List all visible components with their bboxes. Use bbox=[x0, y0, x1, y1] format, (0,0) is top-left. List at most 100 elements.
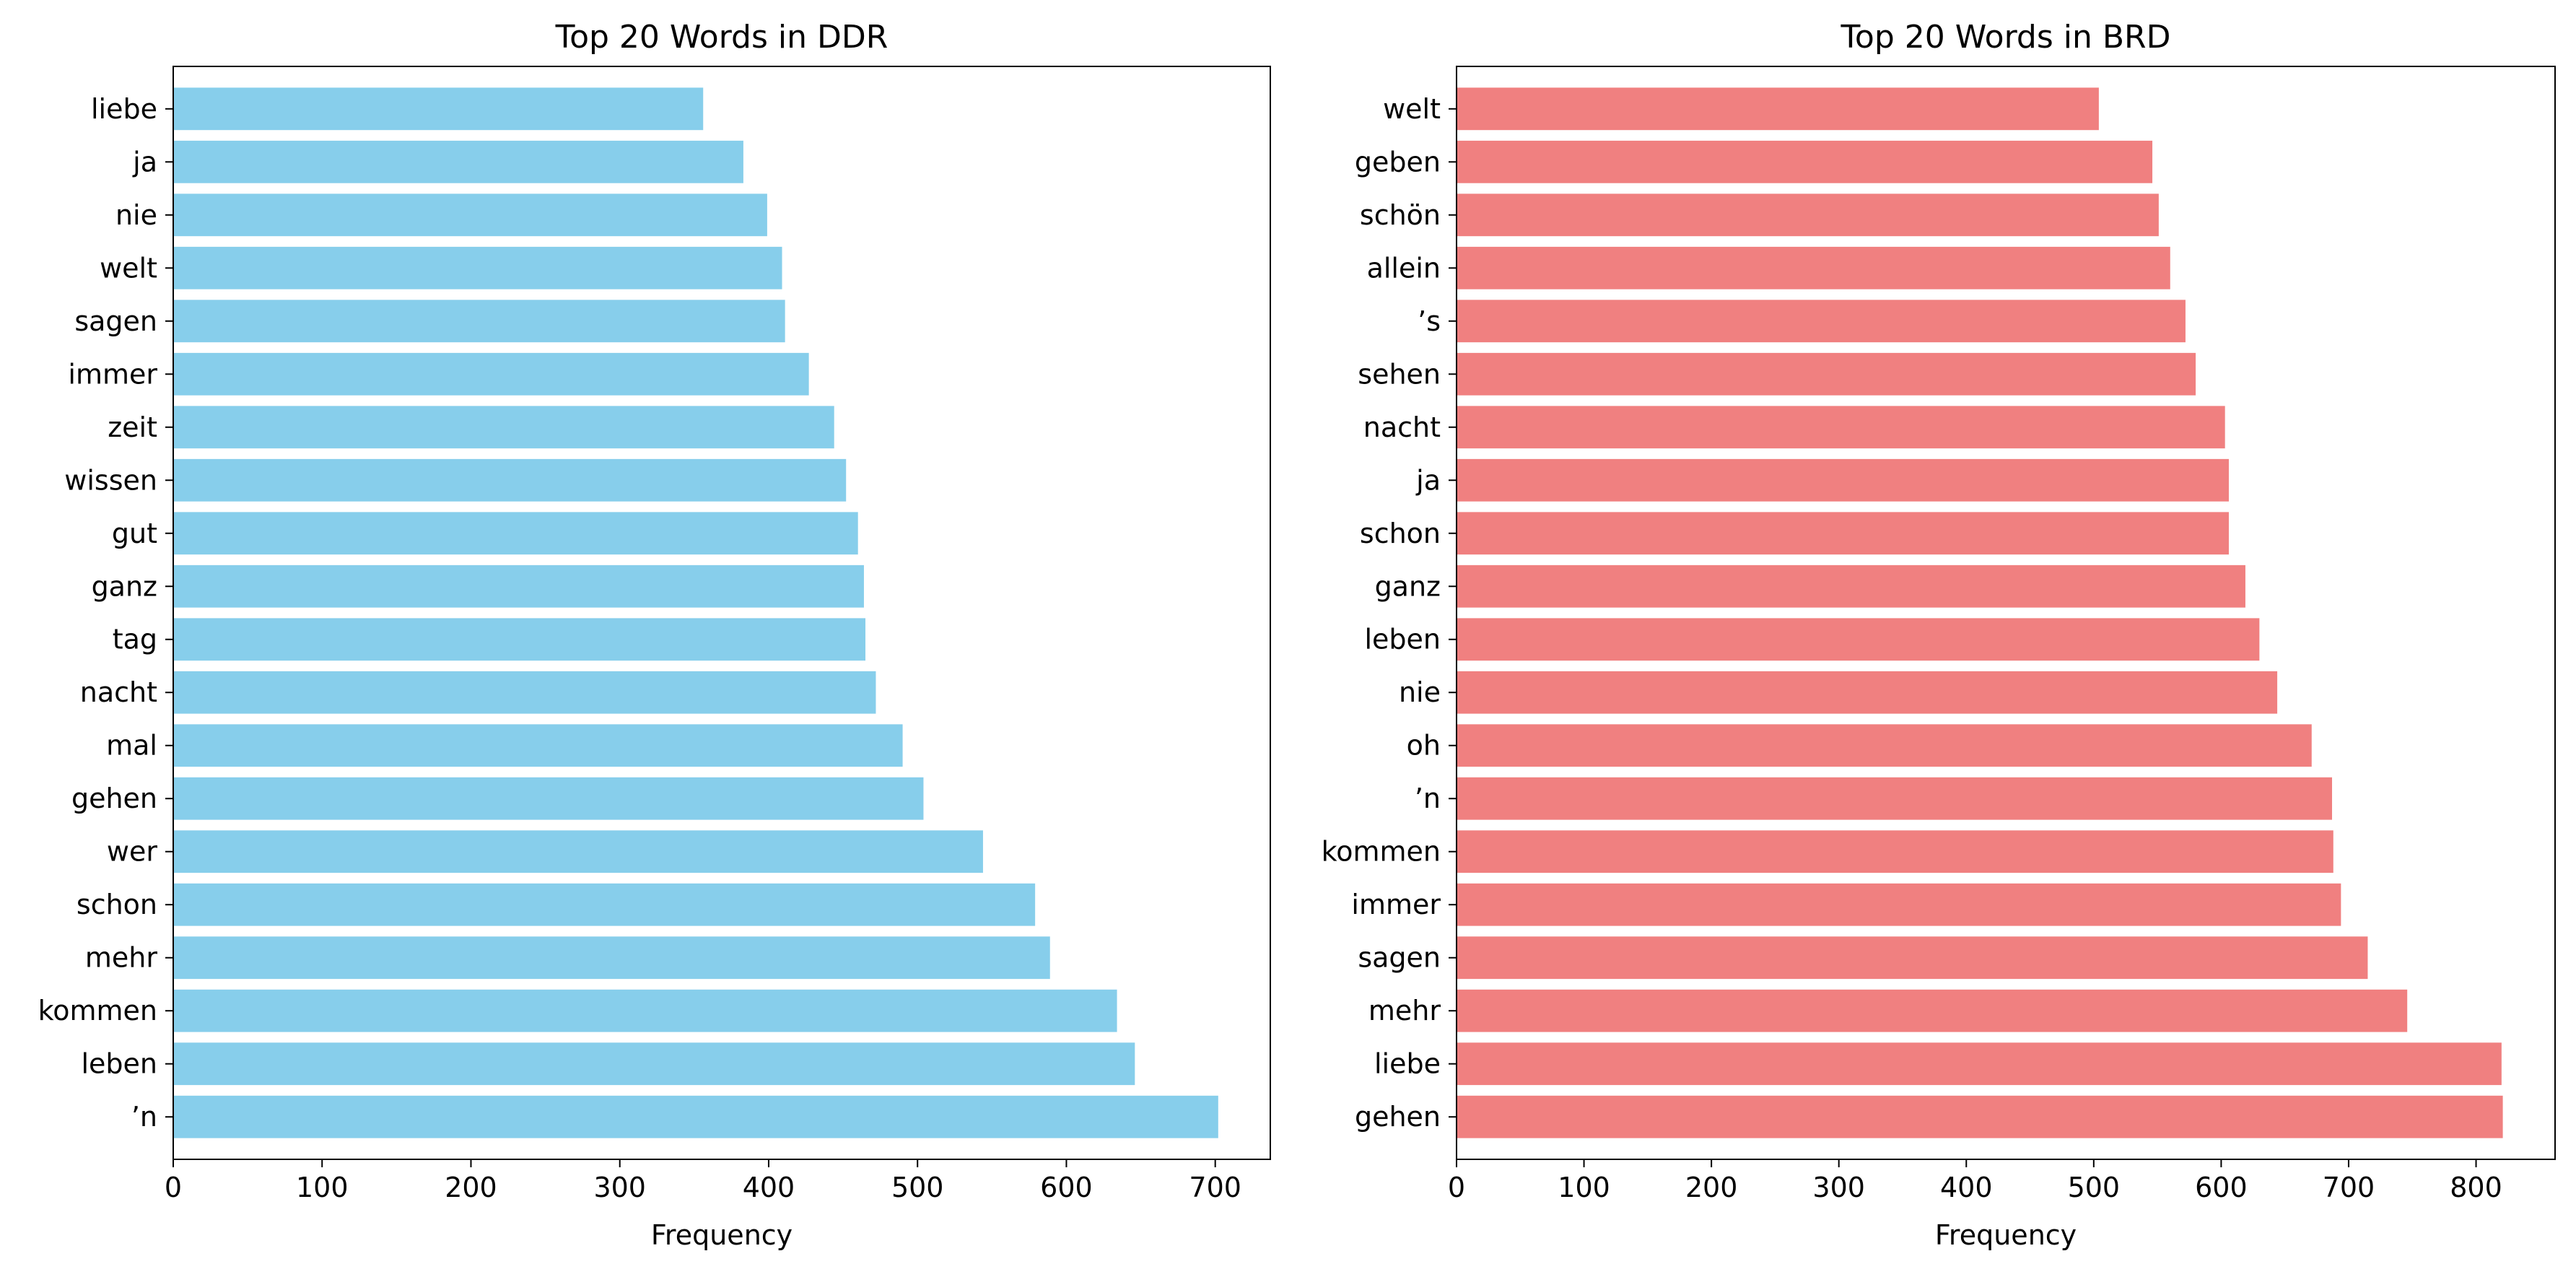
x-tick-label: 100 bbox=[1558, 1172, 1610, 1203]
y-tick-label: liebe bbox=[91, 93, 157, 125]
y-tick-label: wer bbox=[107, 836, 157, 868]
y-tick-label: sagen bbox=[1358, 942, 1441, 974]
axes-frame bbox=[1456, 66, 2556, 1160]
x-tick-label: 600 bbox=[1040, 1172, 1093, 1203]
bar-sagen bbox=[173, 300, 785, 343]
bar-welt bbox=[173, 246, 782, 289]
x-axis-label: Frequency bbox=[651, 1219, 793, 1251]
bar-leben bbox=[1457, 618, 2260, 661]
x-axis-label: Frequency bbox=[1935, 1219, 2077, 1251]
y-tick-label: oh bbox=[1407, 730, 1441, 762]
bar-’s bbox=[1457, 300, 2186, 343]
y-tick-label: tag bbox=[113, 624, 157, 655]
y-tick-label: geben bbox=[1355, 146, 1441, 178]
y-tick-label: nacht bbox=[80, 676, 157, 708]
bar-kommen bbox=[1457, 830, 2333, 873]
bar-tag bbox=[173, 618, 866, 661]
y-tick-label: nacht bbox=[1363, 411, 1441, 443]
bar-wer bbox=[173, 830, 983, 873]
bar-nacht bbox=[1457, 406, 2225, 449]
x-tick-label: 300 bbox=[593, 1172, 646, 1203]
x-tick-label: 200 bbox=[445, 1172, 497, 1203]
bar-immer bbox=[1457, 883, 2341, 926]
y-tick-label: ’n bbox=[131, 1101, 157, 1133]
y-tick-label: gehen bbox=[71, 783, 157, 814]
bar-gehen bbox=[1457, 1095, 2503, 1138]
y-tick-label: gehen bbox=[1355, 1101, 1441, 1133]
x-tick-label: 700 bbox=[1189, 1172, 1241, 1203]
y-tick-label: zeit bbox=[108, 411, 157, 443]
x-tick-label: 400 bbox=[1940, 1172, 1993, 1203]
x-tick-label: 0 bbox=[165, 1172, 182, 1203]
bar-allein bbox=[1457, 246, 2170, 289]
bar-nie bbox=[173, 193, 767, 237]
bar-liebe bbox=[1457, 1042, 2502, 1086]
bar-sagen bbox=[1457, 936, 2368, 980]
x-tick-label: 0 bbox=[1448, 1172, 1465, 1203]
y-tick-label: schon bbox=[77, 889, 157, 920]
y-tick-label: allein bbox=[1367, 252, 1441, 284]
bar-ganz bbox=[173, 565, 864, 608]
y-tick-label: ’n bbox=[1415, 783, 1441, 814]
y-tick-label: kommen bbox=[38, 995, 157, 1027]
bar-schon bbox=[173, 883, 1036, 926]
bar-gehen bbox=[173, 777, 924, 820]
x-tick-label: 200 bbox=[1685, 1172, 1738, 1203]
bar-schon bbox=[1457, 512, 2229, 555]
x-tick-label: 700 bbox=[2323, 1172, 2375, 1203]
bar-mehr bbox=[1457, 989, 2408, 1032]
y-tick-label: sagen bbox=[74, 305, 157, 337]
y-tick-label: nie bbox=[1399, 676, 1441, 708]
y-tick-label: ganz bbox=[1375, 570, 1441, 602]
y-tick-label: leben bbox=[1364, 624, 1441, 655]
y-tick-label: leben bbox=[81, 1048, 157, 1080]
bar-geben bbox=[1457, 140, 2153, 183]
x-tick-label: 400 bbox=[743, 1172, 795, 1203]
y-tick-label: liebe bbox=[1374, 1048, 1441, 1080]
y-tick-label: immer bbox=[1351, 889, 1441, 920]
subplot-1: welt geben schön allein ’s sehen nacht ja schon g… bbox=[1322, 19, 2556, 1251]
bar-mal bbox=[173, 724, 903, 767]
x-tick-label: 100 bbox=[296, 1172, 349, 1203]
bar-mehr bbox=[173, 936, 1050, 980]
bar-zeit bbox=[173, 406, 834, 449]
x-tick-label: 300 bbox=[1812, 1172, 1865, 1203]
bar-schön bbox=[1457, 193, 2159, 237]
x-tick-label: 800 bbox=[2450, 1172, 2502, 1203]
y-tick-label: mal bbox=[106, 730, 157, 762]
bar-liebe bbox=[173, 87, 704, 131]
bar-oh bbox=[1457, 724, 2312, 767]
y-tick-label: nie bbox=[115, 199, 157, 231]
y-tick-label: gut bbox=[112, 518, 157, 549]
bar-welt bbox=[1457, 87, 2099, 131]
x-tick-label: 500 bbox=[891, 1172, 944, 1203]
bar-ja bbox=[173, 140, 743, 183]
y-tick-label: ’s bbox=[1418, 305, 1441, 337]
bar-nacht bbox=[173, 671, 876, 714]
y-tick-label: wissen bbox=[64, 464, 157, 496]
y-tick-label: kommen bbox=[1322, 836, 1441, 868]
bar-nie bbox=[1457, 671, 2278, 714]
chart-title: Top 20 Words in DDR bbox=[555, 19, 888, 56]
bar-kommen bbox=[173, 989, 1117, 1032]
bar-immer bbox=[173, 352, 809, 396]
bar-gut bbox=[173, 512, 858, 555]
y-tick-label: schon bbox=[1360, 518, 1441, 549]
x-tick-label: 600 bbox=[2195, 1172, 2248, 1203]
bar-leben bbox=[173, 1042, 1135, 1086]
bar-’n bbox=[173, 1095, 1218, 1138]
y-tick-label: welt bbox=[100, 252, 157, 284]
y-tick-label: sehen bbox=[1358, 358, 1441, 390]
bar-’n bbox=[1457, 777, 2333, 820]
y-tick-label: ja bbox=[1415, 464, 1441, 496]
bar-ja bbox=[1457, 458, 2229, 502]
y-tick-label: mehr bbox=[85, 942, 157, 974]
y-tick-label: ganz bbox=[92, 570, 157, 602]
y-tick-label: immer bbox=[68, 358, 157, 390]
y-tick-label: welt bbox=[1383, 93, 1441, 125]
bar-wissen bbox=[173, 458, 847, 502]
subplot-0: liebe ja nie welt sagen immer zeit wissen gut gan… bbox=[38, 19, 1271, 1251]
y-tick-label: mehr bbox=[1368, 995, 1441, 1027]
